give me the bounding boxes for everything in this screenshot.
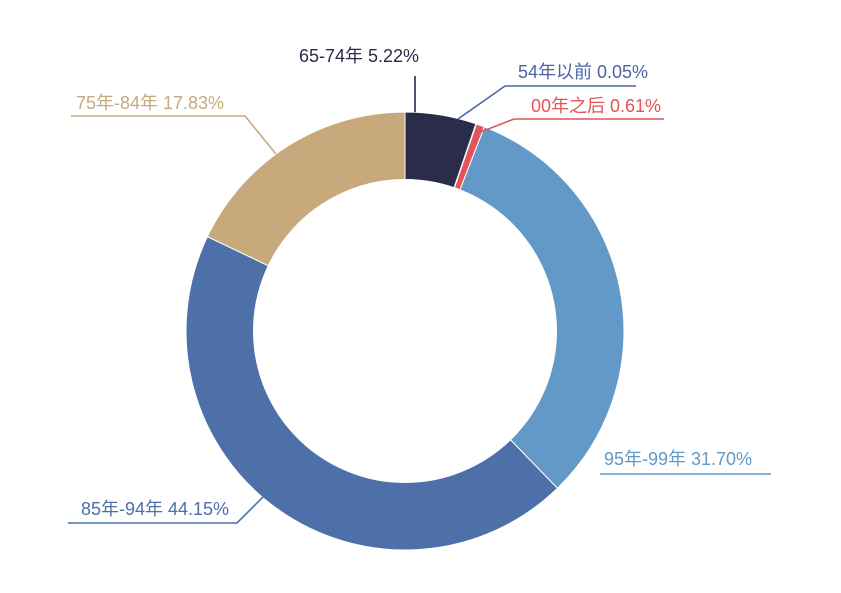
slice-label-2: 00年之后 0.61% <box>531 96 661 116</box>
leader-line-1 <box>457 85 636 120</box>
leader-lines <box>68 76 771 524</box>
slice-label-1: 54年以前 0.05% <box>518 62 648 82</box>
donut-hole <box>253 179 557 483</box>
slice-label-0: 65-74年 5.22% <box>299 46 419 66</box>
leader-line-4 <box>68 475 285 524</box>
leader-line-5 <box>71 115 277 155</box>
slice-label-4: 85年-94年 44.15% <box>81 499 229 519</box>
leader-line-2 <box>477 118 664 134</box>
slice-label-5: 75年-84年 17.83% <box>76 93 224 113</box>
slice-label-3: 95年-99年 31.70% <box>604 449 752 469</box>
slice-labels: 65-74年 5.22% 54年以前 0.05% 00年之后 0.61% 95年-99… <box>76 46 752 519</box>
